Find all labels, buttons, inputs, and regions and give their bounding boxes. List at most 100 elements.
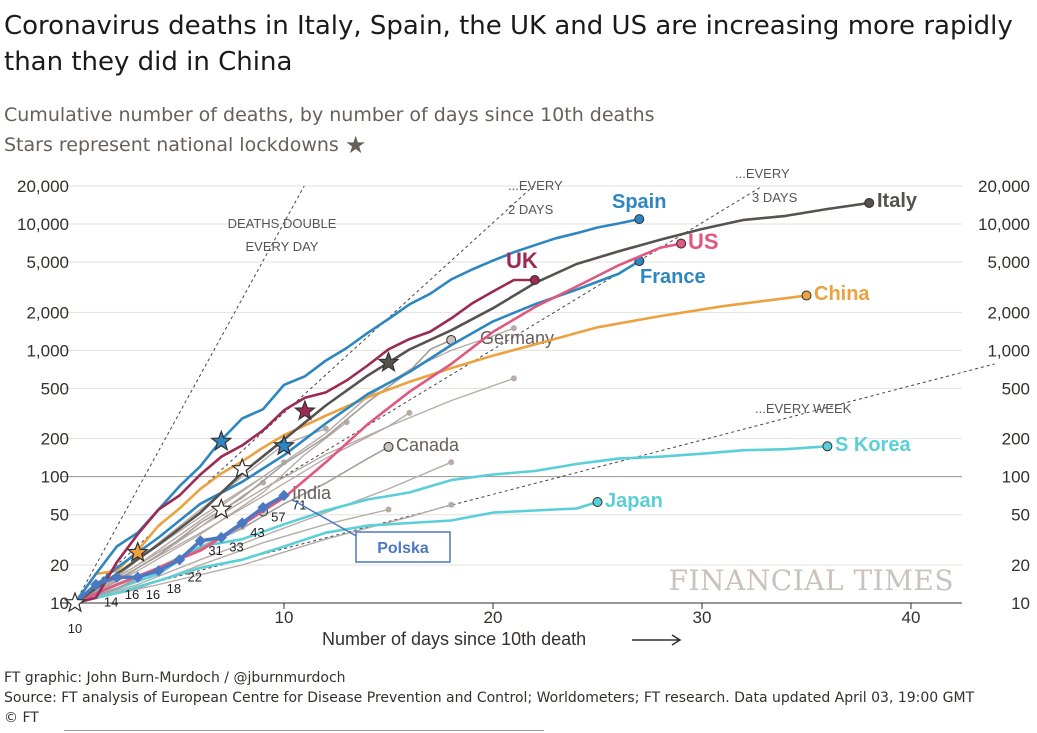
footer-source: Source: FT analysis of European Centre f… <box>4 690 975 706</box>
series-end-dot-other <box>448 501 455 508</box>
polska-point-label: 33 <box>229 539 243 554</box>
guide-label: ...EVERY <box>508 178 563 193</box>
y-tick-left: 200 <box>41 430 69 449</box>
guide-label: ...EVERY WEEK <box>755 401 852 416</box>
polska-point-label: 43 <box>250 525 264 540</box>
guide-label: EVERY DAY <box>246 239 319 254</box>
footer-graphic-credit: FT graphic: John Burn-Murdoch / @jburnmu… <box>4 670 346 686</box>
series-line-japan <box>74 500 598 605</box>
lockdown-star-icon <box>377 350 400 373</box>
series-polska: 10 14 16 16 18 22 31 33 43 57 71 <box>68 489 306 636</box>
watermark: FINANCIAL TIMES <box>669 564 954 597</box>
callout-box <box>355 531 451 563</box>
polska-point <box>194 535 207 547</box>
x-tick-label: 40 <box>902 608 921 627</box>
y-tick-right: 20,000 <box>978 177 1030 196</box>
series-end-dot-spain <box>634 214 645 225</box>
y-tick-right: 10 <box>1011 594 1030 613</box>
series-end-dot-other <box>260 479 267 486</box>
series-line-spain <box>73 217 640 604</box>
series-label-canada: Canada <box>396 435 460 455</box>
series-label-uk: UK <box>506 248 538 273</box>
series-china: China <box>73 283 870 604</box>
series-line-other <box>74 327 515 604</box>
lockdown-star-icon <box>63 591 87 613</box>
chart-title: Coronavirus deaths in Italy, Spain, the … <box>4 11 1013 77</box>
x-axis-label: Number of days since 10th death <box>322 629 586 649</box>
guide-label: 3 DAYS <box>752 190 798 205</box>
y-tick-right: 50 <box>1011 506 1030 525</box>
guide-label: ...EVERY <box>735 166 790 181</box>
y-tick-left: 500 <box>41 379 69 398</box>
series-end-dot-us <box>676 238 687 249</box>
guide-line-1 <box>74 185 305 604</box>
y-tick-left: 5,000 <box>26 253 69 272</box>
y-tick-left: 20 <box>50 556 69 575</box>
series-line-other <box>74 377 515 604</box>
footer: FT graphic: John Burn-Murdoch / @jburnmu… <box>4 668 974 728</box>
polska-point <box>236 517 248 529</box>
lockdown-stars <box>63 350 400 613</box>
y-tick-right: 20 <box>1011 556 1030 575</box>
series-end-dot-uk <box>529 275 540 286</box>
series-end-dot-other <box>322 425 329 432</box>
x-tick-label: 10 <box>275 608 294 627</box>
series-line-other <box>74 461 452 604</box>
polska-point <box>278 489 290 502</box>
x-tick-label: 20 <box>484 608 503 627</box>
series-line-uk <box>74 278 535 605</box>
footer-copyright: © FT <box>4 710 39 726</box>
series-label-japan: Japan <box>605 490 663 512</box>
series-label-china: China <box>814 283 870 305</box>
y-tick-left: 50 <box>50 506 69 525</box>
series-italy: Italy <box>74 190 918 605</box>
series-label-italy: Italy <box>877 190 918 212</box>
polska-point-label: 71 <box>292 497 306 512</box>
lockdown-star-icon <box>272 434 296 456</box>
series-line-other <box>74 504 452 604</box>
series-end-dot-canada <box>383 441 394 452</box>
y-tick-left: 20,000 <box>17 177 69 196</box>
series-end-dot-japan <box>592 497 603 508</box>
guide-label: DEATHS DOUBLE <box>228 216 337 231</box>
subtitle-line-2: Stars represent national lockdowns ★ <box>4 130 655 160</box>
lockdown-star-icon <box>210 429 233 451</box>
polska-point <box>173 554 186 566</box>
series-label-spain: Spain <box>612 191 666 213</box>
series-end-dot-other <box>510 375 517 382</box>
series-end-dot-other <box>385 506 392 513</box>
polska-point-label: 18 <box>167 581 181 596</box>
star-icon: ★ <box>344 131 367 159</box>
series-end-dot-china <box>801 290 812 301</box>
series-label-france: France <box>640 266 706 288</box>
footer-divider <box>64 730 544 731</box>
y-tick-left: 1,000 <box>26 341 69 360</box>
series-label-s-korea: S Korea <box>835 434 911 456</box>
callout-leader <box>291 498 359 538</box>
series-line-italy <box>74 201 870 605</box>
lockdown-star-icon <box>210 497 233 519</box>
lockdown-star-icon <box>126 541 149 563</box>
y-tick-right: 2,000 <box>987 303 1030 322</box>
y-tick-right: 5,000 <box>987 253 1030 272</box>
y-tick-left: 10 <box>50 594 69 613</box>
series-end-dot-other <box>406 409 413 416</box>
series-label-india: India <box>292 483 332 503</box>
y-tick-right: 200 <box>1002 430 1030 449</box>
series-label-germany: Germany <box>480 328 554 348</box>
x-tick-label: 30 <box>693 608 712 627</box>
series-end-dot-s-korea <box>822 441 833 452</box>
series-spain: Spain <box>73 191 666 604</box>
guide-label: 2 DAYS <box>508 202 554 217</box>
polska-point <box>152 565 165 577</box>
y-tick-left: 10,000 <box>17 215 69 234</box>
y-tick-left: 2,000 <box>26 303 69 322</box>
polska-point <box>215 531 227 544</box>
polska-point-label: 57 <box>271 510 285 525</box>
chart-subtitle: Cumulative number of deaths, by number o… <box>4 100 655 160</box>
series-japan: Japan <box>74 490 663 605</box>
x-axis-arrow-icon <box>632 634 682 646</box>
polska-point-label: 22 <box>188 570 202 585</box>
series-end-dot-italy <box>864 197 875 208</box>
polska-point <box>132 571 144 583</box>
